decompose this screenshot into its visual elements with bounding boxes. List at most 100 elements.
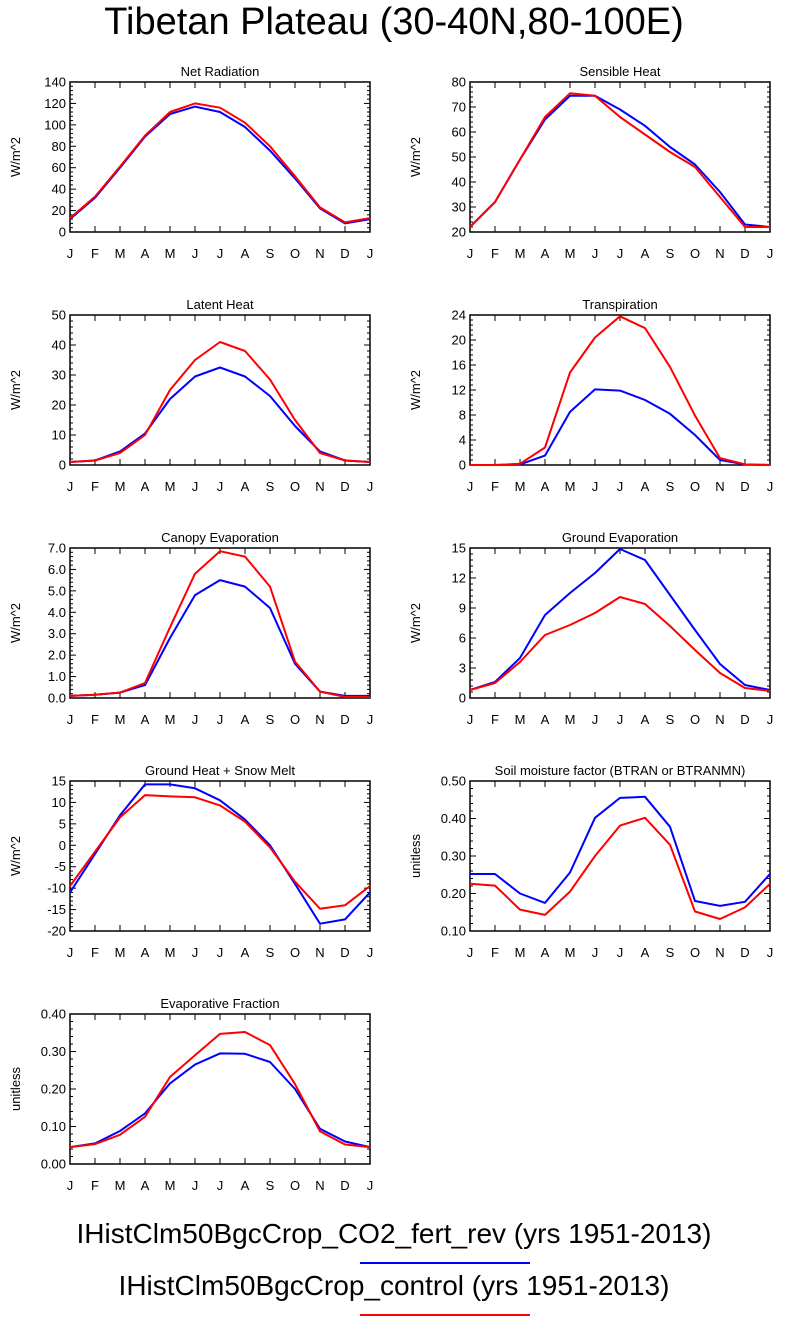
- x-tick-label: S: [666, 945, 675, 960]
- y-tick-label: 40: [452, 175, 466, 190]
- series-line-control: [469, 816, 771, 920]
- x-tick-label: S: [666, 712, 675, 727]
- x-tick-label: O: [690, 479, 700, 494]
- series-line-control: [469, 596, 771, 692]
- y-axis-label: unitless: [8, 1066, 23, 1111]
- x-tick-label: M: [515, 246, 526, 261]
- series-line-co2-fert-rev: [469, 548, 771, 691]
- y-tick-label: 50: [52, 308, 66, 323]
- x-tick-label: A: [141, 945, 150, 960]
- x-tick-label: A: [241, 479, 250, 494]
- y-tick-label: 5: [59, 816, 66, 831]
- y-tick-label: 16: [452, 358, 466, 373]
- y-tick-label: 12: [452, 383, 466, 398]
- y-tick-label: 60: [452, 125, 466, 140]
- x-tick-label: J: [617, 246, 624, 261]
- x-tick-label: J: [592, 246, 599, 261]
- y-tick-label: 0.20: [441, 886, 466, 901]
- x-tick-label: S: [266, 712, 275, 727]
- y-tick-label: 10: [52, 428, 66, 443]
- x-tick-label: J: [217, 479, 224, 494]
- x-tick-label: O: [290, 1178, 300, 1193]
- x-tick-label: M: [565, 246, 576, 261]
- x-tick-label: J: [192, 246, 199, 261]
- x-tick-label: M: [115, 479, 126, 494]
- x-tick-label: J: [192, 945, 199, 960]
- plot-frame: [69, 1013, 371, 1165]
- x-tick-label: A: [141, 246, 150, 261]
- y-tick-label: 15: [452, 541, 466, 556]
- y-tick-label: 0: [459, 458, 466, 473]
- x-tick-label: N: [715, 945, 724, 960]
- x-tick-label: J: [192, 479, 199, 494]
- legend-swatch-blue: [360, 1262, 530, 1264]
- x-tick-label: M: [515, 945, 526, 960]
- x-tick-label: J: [617, 945, 624, 960]
- series-line-co2-fert-rev: [69, 105, 371, 225]
- x-tick-label: O: [690, 246, 700, 261]
- y-tick-label: 1.0: [48, 669, 66, 684]
- y-tick-label: 6: [459, 631, 466, 646]
- y-tick-label: 8: [459, 408, 466, 423]
- x-tick-label: M: [115, 1178, 126, 1193]
- x-tick-label: D: [340, 945, 349, 960]
- y-tick-label: 30: [52, 368, 66, 383]
- x-tick-label: D: [740, 479, 749, 494]
- y-tick-label: 12: [452, 571, 466, 586]
- x-tick-label: D: [340, 712, 349, 727]
- y-tick-label: 0.10: [441, 924, 466, 939]
- panel-title: Soil moisture factor (BTRAN or BTRANMN): [495, 763, 746, 778]
- x-tick-label: M: [515, 712, 526, 727]
- x-tick-label: J: [467, 945, 474, 960]
- x-tick-label: F: [491, 945, 499, 960]
- x-tick-label: N: [715, 712, 724, 727]
- x-tick-label: S: [266, 479, 275, 494]
- x-tick-label: S: [666, 479, 675, 494]
- x-tick-label: A: [141, 712, 150, 727]
- y-tick-label: 5.0: [48, 583, 66, 598]
- chart-panel-5: Canopy Evaporation W/m^2 0.0 1.0 2.0 3.0 4.0 5.…: [8, 530, 373, 727]
- x-tick-label: S: [266, 246, 275, 261]
- x-tick-label: M: [565, 945, 576, 960]
- y-tick-label: 0.00: [41, 1157, 66, 1172]
- x-tick-label: J: [367, 479, 374, 494]
- y-tick-label: 2.0: [48, 648, 66, 663]
- x-tick-label: N: [715, 246, 724, 261]
- y-tick-label: 4: [459, 433, 466, 448]
- series-line-control: [69, 550, 370, 698]
- y-tick-label: 0.0: [48, 691, 66, 706]
- x-tick-label: J: [767, 479, 774, 494]
- panel-title: Canopy Evaporation: [161, 530, 279, 545]
- x-tick-label: J: [767, 246, 774, 261]
- series-line-control: [69, 102, 371, 224]
- x-tick-label: J: [367, 1178, 374, 1193]
- series-line-co2-fert-rev: [69, 366, 371, 463]
- x-tick-label: J: [67, 1178, 74, 1193]
- series-line-co2-fert-rev: [469, 94, 771, 228]
- y-axis-label: W/m^2: [8, 836, 23, 876]
- legend-swatch-red: [360, 1314, 530, 1316]
- x-tick-label: A: [541, 945, 550, 960]
- y-tick-label: 40: [52, 338, 66, 353]
- x-tick-label: N: [315, 479, 324, 494]
- x-tick-label: S: [666, 246, 675, 261]
- x-tick-label: J: [367, 712, 374, 727]
- y-tick-label: 10: [52, 795, 66, 810]
- x-tick-label: D: [340, 1178, 349, 1193]
- y-tick-label: 0.30: [41, 1044, 66, 1059]
- x-tick-label: O: [290, 479, 300, 494]
- panel-title: Net Radiation: [181, 64, 260, 79]
- y-tick-label: 0: [459, 691, 466, 706]
- y-tick-label: 20: [52, 398, 66, 413]
- series-line-control: [69, 1031, 371, 1149]
- y-tick-label: 60: [52, 160, 66, 175]
- y-axis-label: W/m^2: [408, 603, 423, 643]
- y-axis-label: W/m^2: [8, 603, 23, 643]
- x-tick-label: A: [141, 479, 150, 494]
- x-tick-label: M: [115, 712, 126, 727]
- x-tick-label: J: [67, 479, 74, 494]
